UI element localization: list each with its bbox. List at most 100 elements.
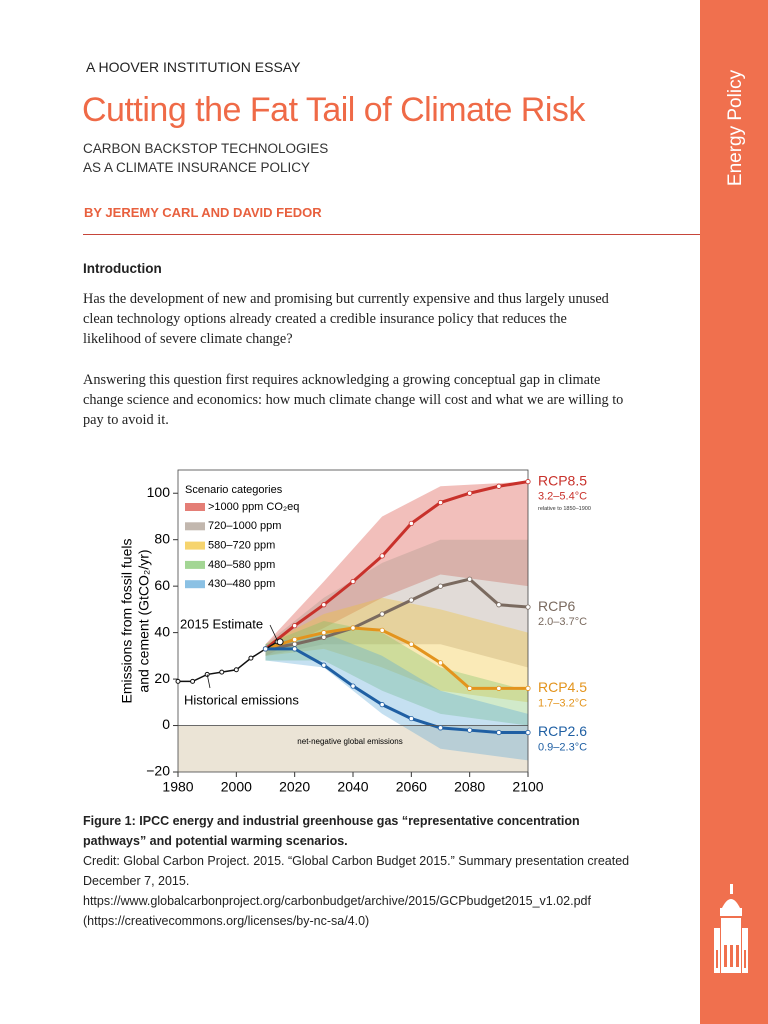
rcp-point [437, 499, 444, 506]
rcp-point [350, 683, 356, 689]
rcp-point [437, 660, 444, 666]
rcp-point [525, 604, 531, 610]
estimate-point [276, 638, 284, 646]
rcp-point [321, 602, 327, 608]
x-tick-label: 1980 [162, 779, 193, 795]
subtitle-line: CARBON BACKSTOP TECHNOLOGIES [83, 141, 329, 156]
rcp-note: relative to 1850–1900 [538, 506, 591, 512]
byline: BY JEREMY CARL AND DAVID FEDOR [84, 205, 322, 220]
rcp-point [496, 483, 502, 489]
rcp-point [437, 725, 444, 731]
legend-label: 480–580 ppm [208, 559, 275, 571]
x-tick-label: 2040 [337, 779, 368, 795]
x-tick-label: 2000 [221, 779, 252, 795]
y-tick-label: 60 [154, 577, 170, 593]
negative-region [178, 725, 528, 772]
sidebar [700, 0, 768, 1024]
legend-label: 580–720 ppm [208, 540, 275, 552]
legend-swatch [185, 580, 205, 589]
estimate-pointer [269, 624, 278, 641]
rcp-point [467, 727, 473, 733]
rcp-point [437, 583, 444, 589]
rcp-point [467, 685, 473, 691]
rcp-point [496, 602, 502, 608]
plot-background [178, 470, 528, 772]
rcp-point [321, 634, 327, 640]
rcp-point [292, 623, 298, 629]
rcp-point [292, 636, 298, 643]
historical-point [233, 667, 239, 673]
rcp-point [525, 479, 531, 485]
y-tick-label: 80 [154, 530, 170, 546]
tower-icon [714, 884, 748, 973]
rcp-temp: 2.0–3.7°C [538, 616, 587, 628]
y-tick-label: −20 [146, 763, 170, 779]
rcp-point [525, 685, 531, 691]
title: Cutting the Fat Tail of Climate Risk [82, 91, 585, 129]
rcp-point [467, 490, 473, 496]
x-tick-label: 2100 [512, 779, 543, 795]
y-axis-label: and cement (GtCO₂/yr) [136, 549, 152, 692]
rcp-point [292, 641, 298, 647]
rcp-point [350, 625, 356, 631]
rcp-temp: 3.2–5.4°C [538, 491, 587, 503]
estimate-label: 2015 Estimate [180, 616, 263, 631]
rcp-line [264, 480, 528, 651]
rcp-point [292, 646, 298, 652]
rcp-temp: 0.9–2.3°C [538, 741, 587, 753]
rcp-line [265, 577, 528, 651]
legend-label: 720–1000 ppm [208, 520, 281, 532]
y-tick-label: 0 [162, 716, 170, 732]
y-tick-label: 40 [154, 623, 170, 639]
x-tick-label: 2080 [454, 779, 485, 795]
figure-caption: Figure 1: IPCC energy and industrial gre… [83, 814, 580, 848]
credit-line: https://www.globalcarbonproject.org/carb… [83, 894, 591, 908]
rcp-point [408, 715, 414, 722]
historical-pointer [206, 674, 211, 689]
figure-credit: Credit: Global Carbon Project. 2015. “Gl… [83, 851, 643, 931]
rcp-line [265, 626, 528, 690]
rcp-label: RCP4.5 [538, 679, 587, 695]
rcp-point [525, 729, 531, 736]
rcp-point [321, 630, 327, 636]
subtitle-line: AS A CLIMATE INSURANCE POLICY [83, 160, 311, 175]
rcp-label: RCP8.5 [538, 472, 587, 488]
rcp-label: RCP2.6 [538, 723, 587, 739]
historical-label: Historical emissions [184, 692, 299, 707]
historical-point [248, 655, 254, 661]
legend-swatch [185, 503, 205, 511]
y-axis-label: Emissions from fossil fuels [119, 539, 135, 704]
credit-line: Credit: Global Carbon Project. 2015. “Gl… [83, 854, 630, 888]
plot-area [264, 480, 528, 761]
sidebar-label: Energy Policy [725, 69, 746, 187]
rcp-temp: 1.7–3.2°C [538, 697, 587, 709]
rcp-line [265, 647, 528, 735]
scenario-band [265, 621, 528, 726]
historical-point [175, 678, 181, 684]
rcp-point [350, 578, 356, 585]
legend-swatch [185, 541, 205, 550]
rcp-point [379, 627, 385, 633]
rcp-point [408, 641, 414, 647]
rcp-point [496, 729, 502, 736]
section-heading: Introduction [83, 261, 162, 276]
negative-label: net-negative global emissions [297, 737, 402, 746]
rcp-point [262, 646, 269, 652]
rcp-point [408, 520, 414, 527]
scenario-band [265, 481, 528, 656]
historical-point [190, 678, 196, 684]
rcp-point [496, 685, 502, 691]
x-tick-label: 2020 [279, 779, 310, 795]
rcp-point [408, 597, 414, 603]
paragraph: Has the development of new and promising… [83, 291, 609, 347]
legend-swatch [185, 560, 205, 569]
historical-point [219, 669, 225, 675]
legend-label: 430–480 ppm [208, 578, 275, 590]
y-tick-label: 100 [147, 484, 171, 500]
rcp-point [321, 662, 327, 668]
rcp-point [379, 553, 385, 559]
paragraph: Answering this question first requires a… [83, 372, 624, 428]
subtitle: CARBON BACKSTOP TECHNOLOGIES AS A CLIMAT… [83, 139, 328, 177]
